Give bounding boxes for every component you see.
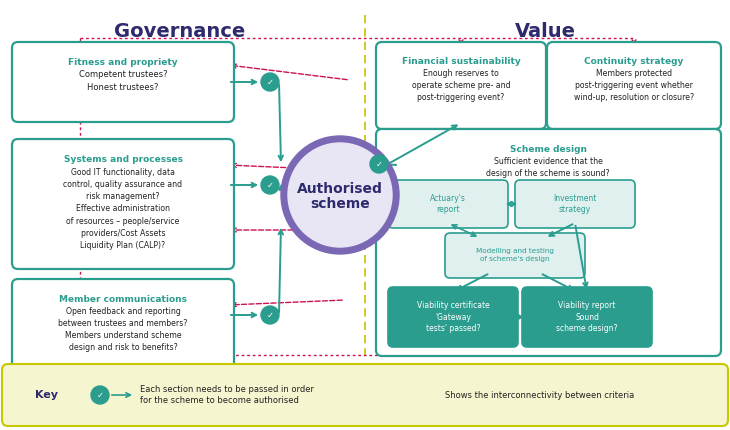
Circle shape: [261, 306, 279, 324]
Text: Member communications: Member communications: [59, 295, 187, 304]
Text: ✓: ✓: [266, 311, 274, 320]
Text: ✓: ✓: [96, 391, 104, 400]
Text: Scheme design: Scheme design: [510, 145, 586, 154]
Text: Open feedback and reporting
between trustees and members?
Members understand sch: Open feedback and reporting between trus…: [58, 307, 188, 353]
FancyBboxPatch shape: [547, 42, 721, 129]
Text: Value: Value: [515, 22, 575, 41]
Circle shape: [370, 155, 388, 173]
Text: Authorised: Authorised: [297, 182, 383, 196]
Circle shape: [281, 136, 399, 254]
Text: Key: Key: [35, 390, 58, 400]
Text: ✓: ✓: [266, 181, 274, 190]
Text: Investment
strategy: Investment strategy: [553, 194, 596, 214]
Circle shape: [261, 73, 279, 91]
Text: Enough reserves to
operate scheme pre- and
post-triggering event?: Enough reserves to operate scheme pre- a…: [412, 69, 510, 102]
FancyBboxPatch shape: [376, 129, 721, 356]
Circle shape: [261, 176, 279, 194]
FancyBboxPatch shape: [388, 180, 508, 228]
Text: ✓: ✓: [375, 160, 383, 169]
FancyBboxPatch shape: [515, 180, 635, 228]
Text: Systems and processes: Systems and processes: [64, 155, 182, 164]
FancyBboxPatch shape: [445, 233, 585, 278]
Text: Governance: Governance: [115, 22, 245, 41]
Text: Financial sustainability: Financial sustainability: [402, 57, 520, 66]
Text: Competent trustees?
Honest trustees?: Competent trustees? Honest trustees?: [79, 70, 167, 92]
Text: Shows the interconnectivity between criteria: Shows the interconnectivity between crit…: [445, 390, 634, 399]
Text: Actuary's
report: Actuary's report: [430, 194, 466, 214]
Text: Fitness and propriety: Fitness and propriety: [68, 58, 178, 67]
Text: scheme: scheme: [310, 197, 370, 211]
Text: Members protected
post-triggering event whether
wind-up, resolution or closure?: Members protected post-triggering event …: [574, 69, 694, 102]
Circle shape: [288, 143, 392, 247]
FancyBboxPatch shape: [522, 287, 652, 347]
Text: Each section needs to be passed in order
for the scheme to become authorised: Each section needs to be passed in order…: [140, 384, 314, 405]
Text: Continuity strategy: Continuity strategy: [584, 57, 684, 66]
FancyBboxPatch shape: [2, 364, 728, 426]
Text: Modelling and testing
of scheme's design: Modelling and testing of scheme's design: [476, 248, 554, 262]
Text: Good IT functionality, data
control, quality assurance and
risk management?
Effe: Good IT functionality, data control, qua…: [64, 168, 182, 250]
Text: Viability certificate
'Gateway
tests' passed?: Viability certificate 'Gateway tests' pa…: [417, 301, 489, 332]
Text: Sufficient evidence that the
design of the scheme is sound?: Sufficient evidence that the design of t…: [486, 157, 610, 178]
FancyBboxPatch shape: [12, 279, 234, 371]
FancyBboxPatch shape: [388, 287, 518, 347]
FancyBboxPatch shape: [12, 42, 234, 122]
Text: Viability report
Sound
scheme design?: Viability report Sound scheme design?: [556, 301, 618, 332]
FancyBboxPatch shape: [12, 139, 234, 269]
FancyBboxPatch shape: [376, 42, 546, 129]
Circle shape: [91, 386, 109, 404]
Text: ✓: ✓: [266, 78, 274, 87]
